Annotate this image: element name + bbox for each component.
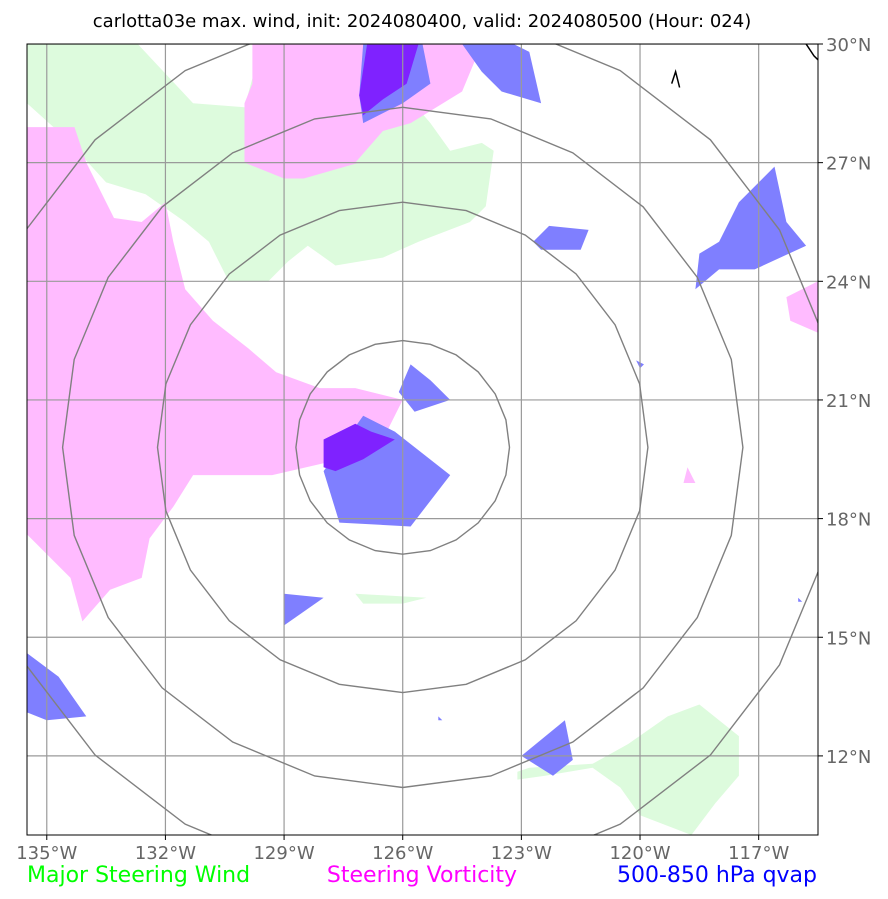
x-tick-label: 132°W	[135, 843, 196, 864]
plot-frame	[26, 43, 819, 836]
legend-item-1: Major Steering Wind	[27, 863, 250, 888]
qvap-region-6	[695, 166, 807, 290]
wind-region-3	[517, 704, 739, 835]
y-tick-label: 12°N	[826, 747, 871, 768]
range-ring-2	[156, 201, 649, 694]
x-tick-label: 123°W	[491, 843, 552, 864]
qvap-region-12	[798, 597, 803, 602]
legend: Major Steering Wind Steering Vorticity 500…	[27, 863, 817, 888]
range-ring-4	[27, 44, 818, 835]
wind-region-2	[355, 593, 427, 604]
legend-item-3: 500-850 hPa qvap	[617, 863, 817, 888]
range-rings	[27, 44, 818, 835]
x-tick-label: 120°W	[609, 843, 670, 864]
legend-item-2: Steering Vorticity	[327, 863, 517, 888]
qvap-region-5	[533, 225, 589, 250]
x-tick-label: 117°W	[728, 843, 789, 864]
range-ring-3	[61, 106, 744, 789]
range-ring-1	[295, 339, 511, 555]
vorticity-region-4	[683, 467, 696, 483]
gridlines	[27, 44, 818, 835]
y-tick-label: 18°N	[826, 510, 871, 531]
qvap-region-7	[284, 593, 324, 626]
y-tick-label: 15°N	[826, 628, 871, 649]
qvap-region-4	[462, 44, 542, 104]
coastline-segment-1	[670, 69, 681, 88]
vorticity-region-1	[27, 95, 403, 835]
y-axis: 30°N 27°N 24°N 21°N 18°N 15°N 12°N	[818, 35, 871, 768]
vorticity-region-3	[786, 281, 818, 333]
overlap-region-1	[323, 423, 395, 472]
qvap-region-2	[398, 364, 451, 412]
x-tick-label: 129°W	[253, 843, 314, 864]
chart-title: carlotta03e max. wind, init: 2024080400,…	[93, 11, 751, 32]
qvap-region-11	[438, 716, 443, 721]
x-tick-label: 135°W	[16, 843, 77, 864]
y-tick-label: 24°N	[826, 272, 871, 293]
qvap-region-8	[27, 653, 87, 721]
y-tick-label: 30°N	[826, 35, 871, 56]
coastline-segment-2	[805, 44, 818, 61]
y-tick-label: 21°N	[826, 391, 871, 412]
coastline	[670, 44, 818, 88]
x-tick-label: 126°W	[372, 843, 433, 864]
x-axis: 135°W 132°W 129°W 126°W 123°W 120°W 117°W	[16, 835, 789, 864]
y-tick-label: 27°N	[826, 154, 871, 175]
overlap-region-2	[359, 44, 419, 116]
qvap-region-9	[521, 720, 573, 776]
